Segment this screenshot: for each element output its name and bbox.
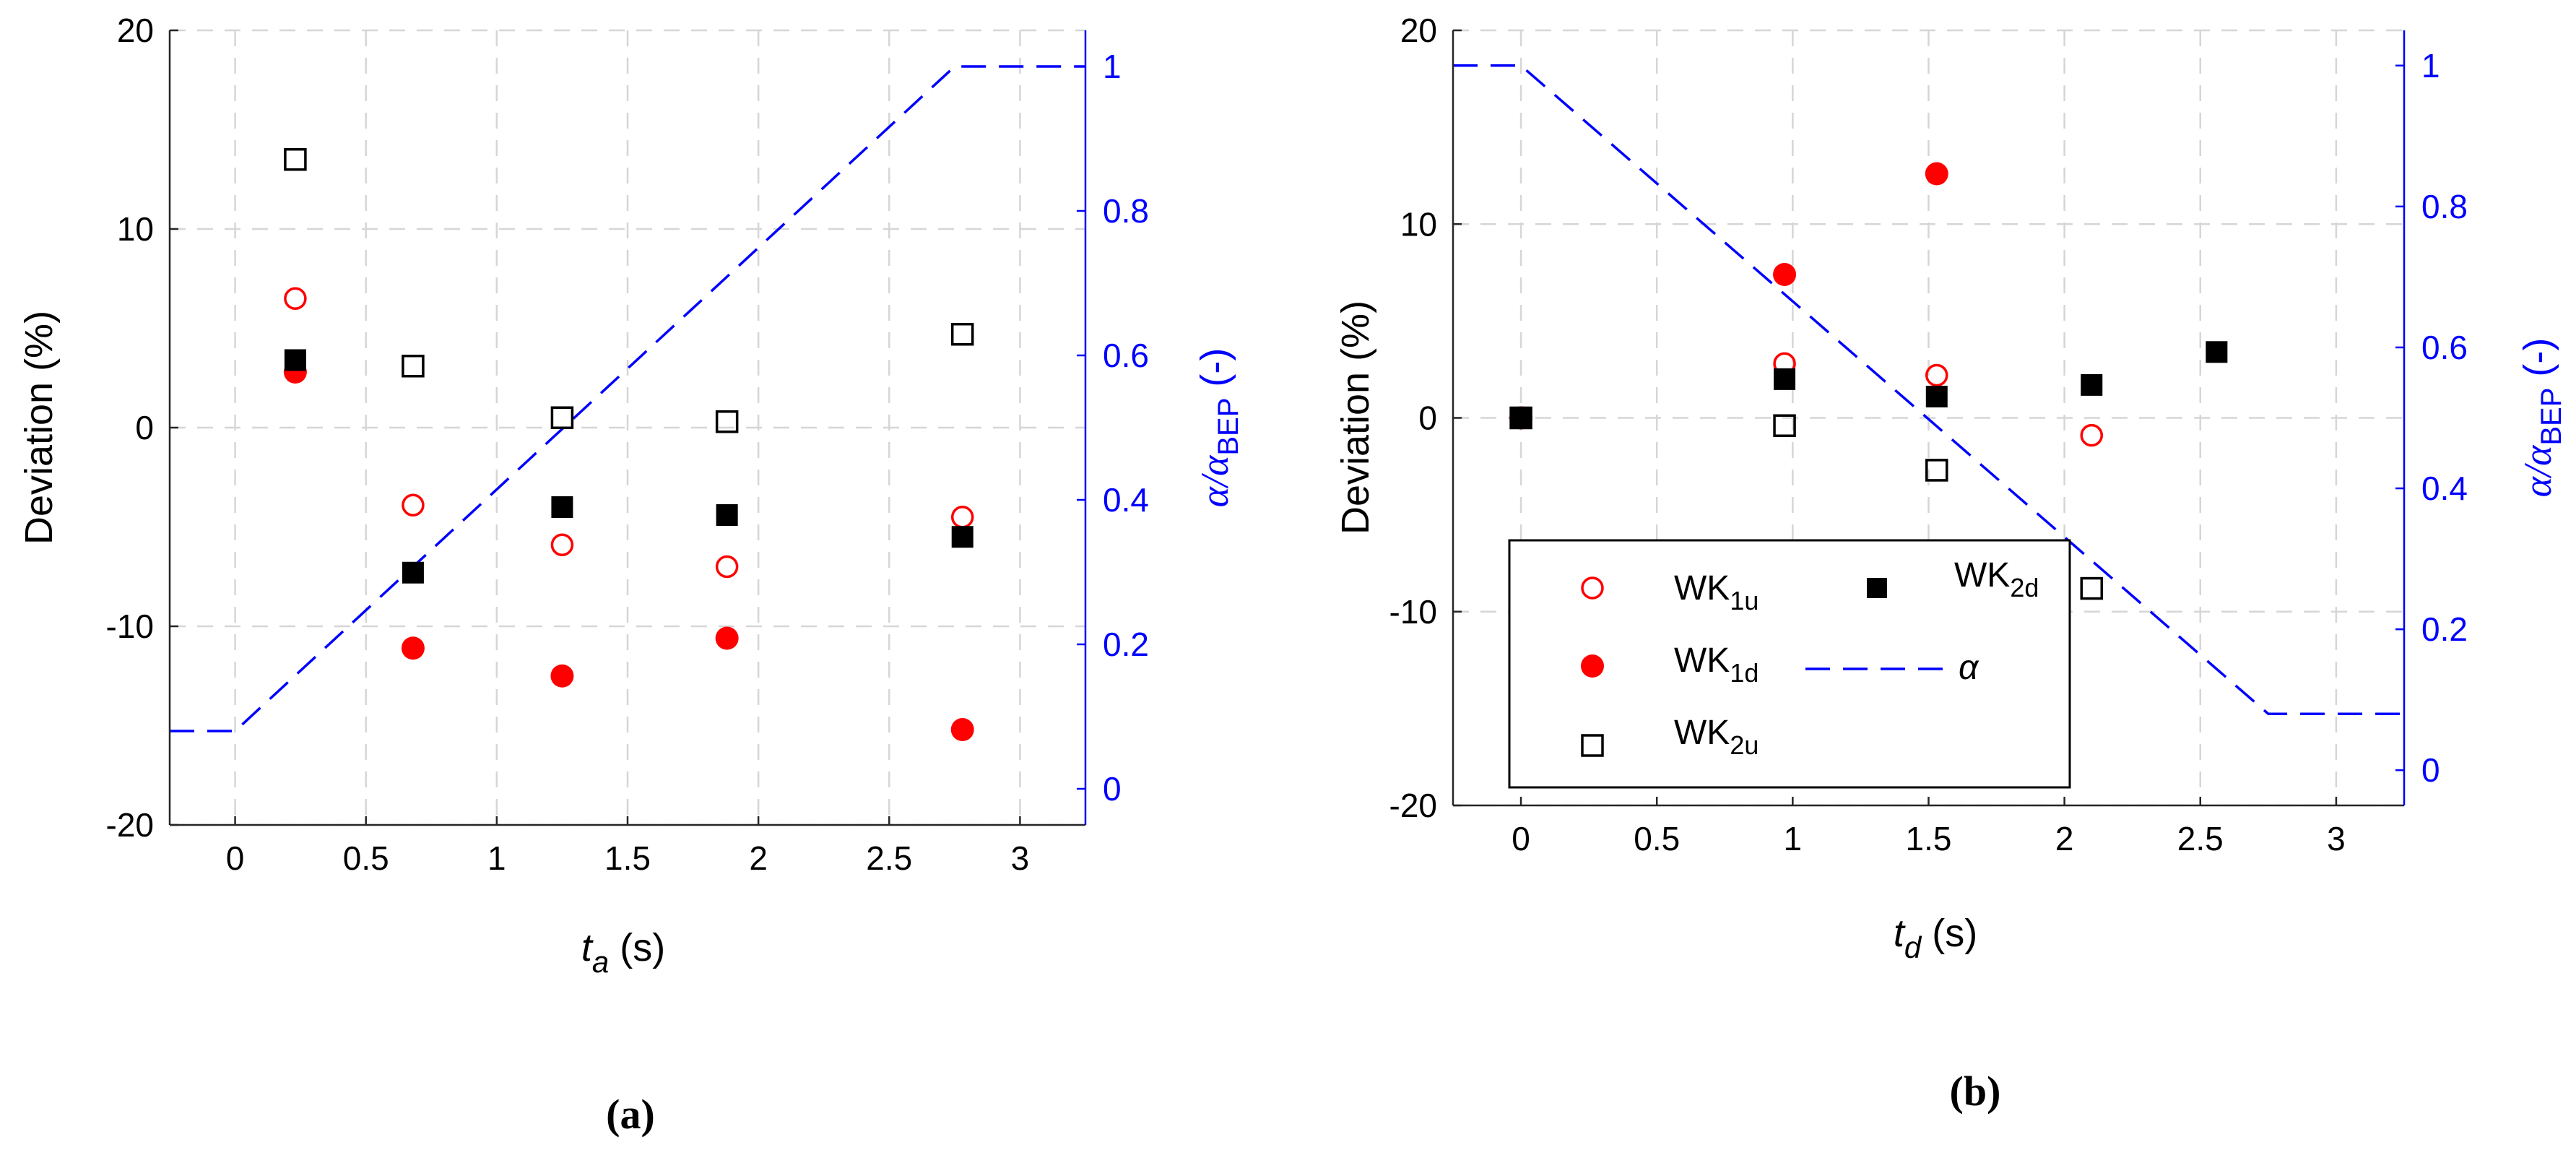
y2-tick-label-b-4: 0.8 (2421, 188, 2468, 225)
x-tick-label-b-1: 0.5 (1634, 820, 1680, 857)
alpha-line-a (170, 65, 1085, 732)
chart-panel-a: 0 0.5 1 1.5 2 2.5 3 -20 -10 0 10 20 0 0.2 0.4 0.6 0.8 1 D… (17, 12, 1244, 1138)
point-wk2d-a-4 (951, 526, 973, 548)
y2-axis-label-a: α/αBEP (-) (1193, 348, 1244, 508)
point-wk2d-b-3 (2081, 373, 2103, 396)
legend-label-wk1d: WK1d (1674, 641, 1758, 688)
legend-entry-alpha: α (1805, 649, 1979, 687)
x-tick-label-a-5: 2.5 (866, 839, 912, 877)
y-tick-label-b-0: -20 (1389, 787, 1437, 824)
y2-tick-label-a-3: 0.6 (1103, 337, 1149, 374)
point-wk2u-b-1 (1773, 414, 1796, 437)
legend-marker-wk2d (1867, 578, 1887, 598)
point-wk1d-a-4 (950, 718, 974, 741)
axes-b: 0 0.5 1 1.5 2 2.5 3 -20 -10 0 10 20 0 0.2 0.4 0.6 0.8 1 (1389, 12, 2468, 857)
point-wk2u-b-2 (1925, 459, 1948, 482)
panel-label-b: (b) (1950, 1068, 2001, 1115)
point-wk2d-b-2 (1925, 385, 1948, 407)
y-tick-label-b-1: -10 (1389, 593, 1437, 631)
point-wk1u-a-3 (715, 555, 739, 579)
point-wk1u-a-2 (550, 533, 574, 556)
legend-entry-wk1u: WK1u (1581, 569, 1758, 615)
y-tick-label-a-2: 0 (135, 409, 154, 446)
point-wk2d-a-3 (716, 504, 738, 526)
y-axis-label-b: Deviation (%) (1334, 301, 1377, 535)
y-tick-label-b-3: 10 (1400, 205, 1437, 243)
alpha-line-path-a (170, 65, 1085, 732)
point-wk2d-b-0 (1510, 407, 1532, 429)
x-tick-label-a-6: 3 (1011, 839, 1030, 877)
point-wk1d-b-2 (1925, 162, 1948, 186)
x-tick-label-a-0: 0 (226, 839, 245, 877)
y2-axis-label-b: α/αBEP (-) (2516, 338, 2567, 498)
point-wk2u-b-3 (2080, 576, 2104, 600)
legend-entry-wk1d: WK1d (1581, 641, 1758, 688)
axes-a: 0 0.5 1 1.5 2 2.5 3 -20 -10 0 10 20 0 0.2 0.4 0.6 0.8 1 (106, 12, 1149, 877)
point-wk1u-b-3 (2080, 423, 2104, 447)
y2-tick-label-b-3: 0.6 (2421, 329, 2468, 366)
point-wk2u-a-4 (950, 323, 974, 346)
x-tick-label-b-2: 1 (1784, 820, 1803, 857)
y-tick-label-a-0: -20 (106, 806, 154, 844)
y2-tick-label-a-4: 0.8 (1103, 192, 1149, 230)
y-axis-label-a: Deviation (%) (17, 311, 61, 545)
y2-tick-label-a-2: 0.4 (1103, 481, 1149, 519)
point-wk2u-a-3 (715, 410, 739, 433)
panel-label-a: (a) (606, 1091, 655, 1138)
point-wk1d-a-1 (401, 636, 425, 660)
data-points-b (1509, 162, 2228, 600)
chart-panel-b: 0 0.5 1 1.5 2 2.5 3 -20 -10 0 10 20 0 0.2 0.4 0.6 0.8 1 D… (1334, 12, 2567, 1115)
x-tick-label-a-2: 1 (487, 839, 506, 877)
y2-tick-label-b-0: 0 (2421, 751, 2440, 789)
y-tick-label-b-4: 20 (1400, 12, 1437, 49)
x-tick-label-a-1: 0.5 (343, 839, 389, 877)
y2-tick-label-b-5: 1 (2421, 47, 2440, 85)
point-wk2d-b-1 (1774, 368, 1796, 390)
legend-entry-wk2d: WK2d (1867, 556, 2039, 602)
point-wk1u-a-0 (284, 287, 307, 310)
y-tick-label-b-2: 0 (1418, 399, 1437, 437)
x-tick-label-b-0: 0 (1512, 820, 1530, 857)
point-wk2u-a-1 (402, 355, 425, 378)
x-axis-label-b: td (s) (1894, 912, 1977, 964)
x-tick-label-b-4: 2 (2055, 820, 2074, 857)
legend-marker-wk1d (1581, 654, 1604, 678)
data-points-a (283, 148, 974, 741)
x-tick-label-b-3: 1.5 (1906, 820, 1952, 857)
legend-label-wk2u: WK2u (1674, 714, 1758, 760)
point-wk2u-a-0 (284, 148, 307, 171)
y2-tick-label-a-1: 0.2 (1103, 626, 1149, 663)
point-wk1d-b-1 (1773, 262, 1797, 286)
legend: WK1u WK2d WK1d α WK2u (1508, 539, 2071, 789)
x-tick-label-a-4: 2 (749, 839, 768, 877)
point-wk1d-a-2 (550, 664, 574, 688)
y-tick-label-a-4: 20 (117, 12, 154, 49)
legend-entry-wk2u: WK2u (1581, 714, 1758, 760)
x-tick-label-b-5: 2.5 (2177, 820, 2224, 857)
x-tick-label-a-3: 1.5 (604, 839, 651, 877)
point-wk2d-a-2 (551, 496, 573, 518)
point-wk2d-b-4 (2206, 341, 2228, 363)
y2-tick-label-a-0: 0 (1103, 770, 1122, 808)
y2-tick-label-b-1: 0.2 (2421, 610, 2468, 648)
x-tick-label-b-6: 3 (2327, 820, 2346, 857)
y2-tick-label-a-5: 1 (1103, 48, 1122, 85)
point-wk2d-a-0 (284, 349, 306, 371)
y2-tick-label-b-2: 0.4 (2421, 470, 2468, 507)
legend-label-wk1u: WK1u (1674, 569, 1758, 615)
y-tick-label-a-3: 10 (117, 210, 154, 248)
y-tick-label-a-1: -10 (106, 608, 154, 645)
legend-label-wk2d: WK2d (1954, 556, 2039, 602)
legend-marker-wk1u (1581, 576, 1604, 600)
point-wk2u-a-2 (550, 406, 574, 429)
point-wk1u-a-1 (402, 493, 425, 516)
legend-marker-wk2u (1581, 734, 1604, 757)
point-wk1u-b-2 (1925, 363, 1948, 387)
x-axis-label-a: ta (s) (581, 926, 665, 979)
point-wk2d-a-1 (402, 561, 424, 584)
legend-label-alpha: α (1959, 649, 1979, 687)
point-wk1d-a-3 (715, 626, 739, 650)
